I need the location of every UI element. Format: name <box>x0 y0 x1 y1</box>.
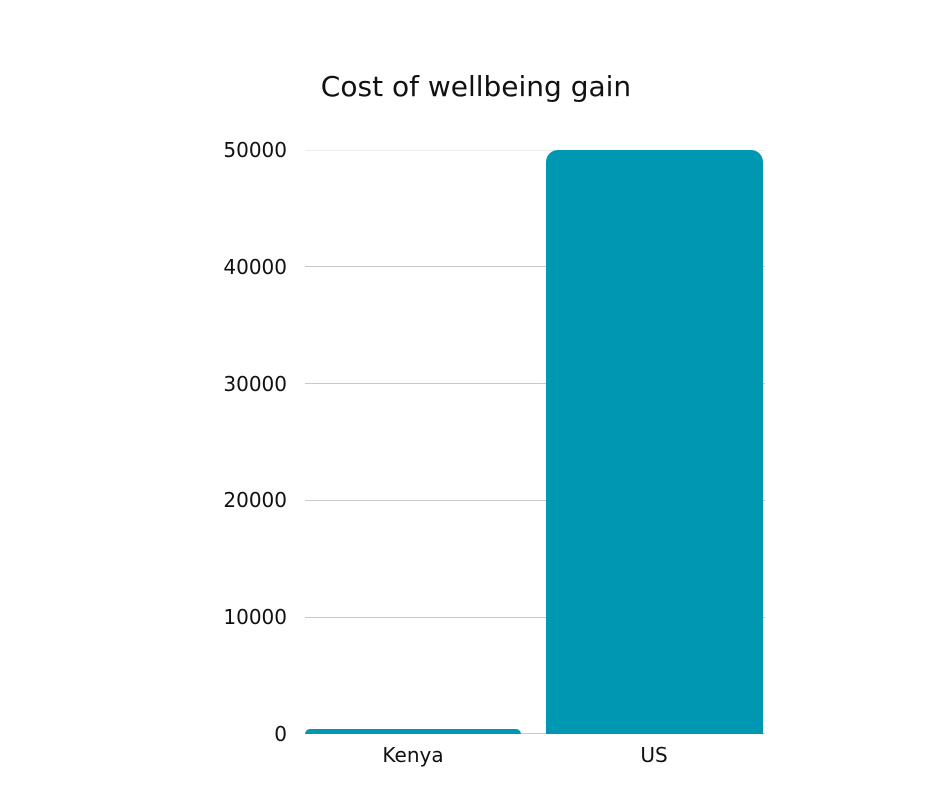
y-tick-30000: 30000 <box>223 372 287 396</box>
x-tick-us: US <box>640 743 668 767</box>
baseline <box>305 733 765 734</box>
gridline <box>305 500 765 501</box>
bar-us <box>546 150 763 734</box>
bar-kenya <box>305 729 521 734</box>
y-tick-20000: 20000 <box>223 488 287 512</box>
x-tick-kenya: Kenya <box>382 743 444 767</box>
chart-title: Cost of wellbeing gain <box>320 70 632 103</box>
gridline <box>305 617 765 618</box>
y-tick-0: 0 <box>274 722 287 746</box>
plot-area <box>305 150 765 734</box>
gridline <box>305 150 765 151</box>
gridline <box>305 266 765 267</box>
y-tick-40000: 40000 <box>223 255 287 279</box>
gridline <box>305 383 765 384</box>
y-tick-50000: 50000 <box>223 138 287 162</box>
y-tick-10000: 10000 <box>223 605 287 629</box>
